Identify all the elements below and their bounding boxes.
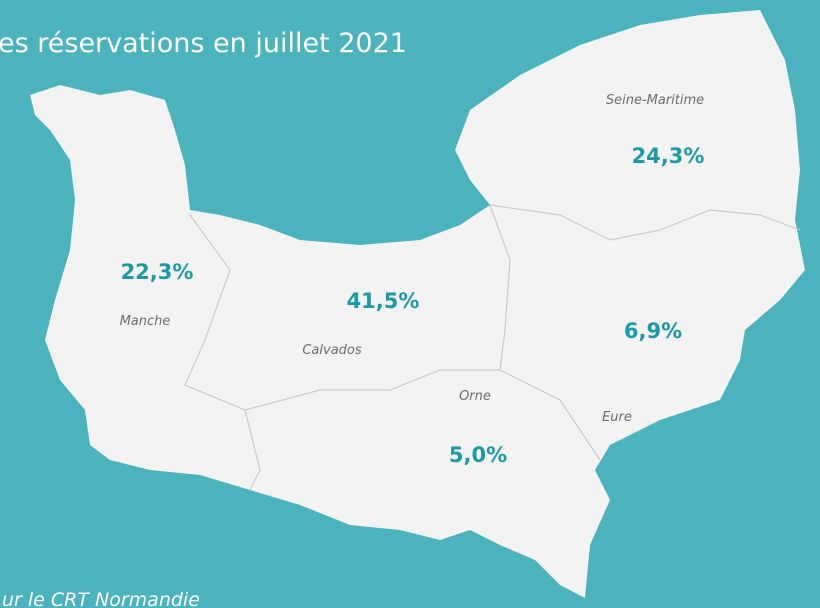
region-value: 6,9% bbox=[624, 319, 682, 343]
border bbox=[489, 204, 601, 461]
region-name: Manche bbox=[120, 314, 171, 329]
region-value: 41,5% bbox=[347, 289, 420, 313]
region-value: 24,3% bbox=[632, 144, 705, 168]
source-note: ur le CRT Normandie bbox=[2, 589, 200, 608]
region-name: Orne bbox=[459, 389, 491, 404]
border bbox=[184, 214, 261, 491]
region-value: 22,3% bbox=[121, 260, 194, 284]
normandy-shape bbox=[30, 10, 805, 598]
region-name: Seine-Maritime bbox=[606, 93, 704, 108]
region-value: 5,0% bbox=[449, 443, 507, 467]
region-name: Calvados bbox=[302, 343, 362, 358]
map-title: es réservations en juillet 2021 bbox=[0, 28, 407, 59]
region-name: Eure bbox=[602, 410, 632, 425]
border bbox=[244, 369, 500, 411]
border bbox=[489, 204, 801, 241]
